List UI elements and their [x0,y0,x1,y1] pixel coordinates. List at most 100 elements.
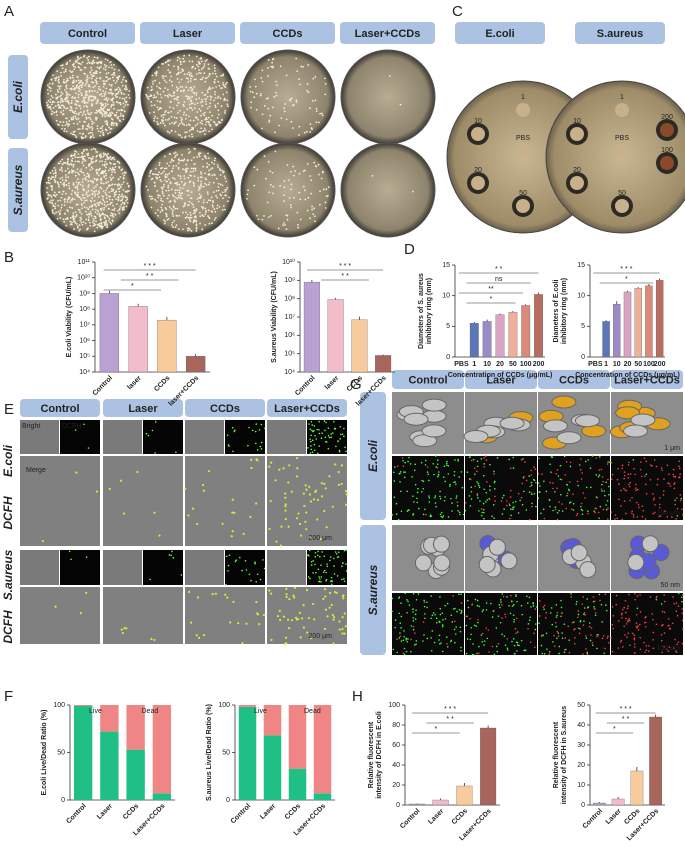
colony [118,162,121,164]
live-dead-dot [586,651,589,654]
fluor-dot [332,618,335,621]
colony [84,197,86,199]
colony [80,86,83,89]
colony [261,80,264,83]
colony [187,194,190,197]
live-dead-dot [460,649,462,652]
colony [126,198,129,201]
colony [161,166,164,169]
colony [94,208,97,211]
dcfh-field [60,420,100,454]
bar-segment [152,793,172,800]
colony [85,193,88,196]
colony [171,224,173,227]
live-dead-dot [593,600,596,603]
colony [104,158,107,161]
colony [117,115,120,118]
fluor-dot [327,434,330,437]
colony [68,184,70,187]
fluor-dot [264,427,266,430]
colony [72,169,75,172]
colony [70,99,73,102]
bright-field [103,550,142,585]
colony [94,111,97,114]
live-dead-dot [492,504,495,506]
y-tick-label: 5 [581,323,585,330]
y-tick-label: 100 [388,702,400,709]
colony [97,169,100,172]
colony [167,119,169,121]
colony [317,163,320,166]
live-dead-dot [437,475,439,478]
fluor-dot [332,642,335,645]
colony [208,222,211,225]
live-dead-dot [537,482,540,484]
colony [90,132,93,134]
live-dead-dot [606,463,609,465]
colony [170,75,173,78]
colony [254,85,257,88]
live-dead-dot [621,464,624,466]
colony [120,81,123,84]
colony [169,101,172,104]
colony [68,163,71,166]
live-dead-dot [479,500,481,502]
colony [263,215,265,217]
live-dead-dot [618,498,620,501]
colony [55,193,58,196]
live-dead-dot [408,604,411,606]
fluor-dot [197,636,201,639]
colony [304,198,307,201]
colony [116,80,118,83]
live-dead-dot [495,645,498,648]
bar [157,319,177,373]
legend-label: Live [89,708,102,715]
colony [199,130,202,133]
colony [77,66,80,68]
colony [87,216,90,218]
colony [179,192,182,195]
fluor-dot [316,518,319,521]
row-label: S.aureus [366,564,380,615]
colony [96,209,99,212]
fluor-dot [284,509,287,512]
live-dead-dot [476,481,478,483]
live-dead-dot [423,613,426,615]
colony [204,118,207,121]
colony [184,211,187,214]
colony [95,102,98,105]
colony [158,194,161,197]
colony [105,80,108,82]
colony [196,130,199,132]
live-dead-dot [543,653,546,655]
colony [181,136,183,139]
colony [215,75,218,78]
colony [200,114,202,117]
colony [64,162,67,165]
colony [118,69,120,72]
live-dead-dot [612,627,614,630]
fluor-dot [308,493,311,496]
colony [115,122,118,125]
fluor-dot [278,468,281,471]
live-dead-dot [637,504,640,506]
colony [92,147,95,150]
colony [52,204,55,207]
colony [87,164,90,167]
live-dead-dot [627,473,630,476]
fluor-dot [154,421,157,423]
colony [74,135,77,137]
colony [206,95,209,98]
colony [203,114,206,117]
colony [89,211,92,213]
colony [105,172,107,175]
live-dead-dot [530,469,532,472]
colony [118,187,121,190]
colony [48,194,51,197]
colony [200,194,203,197]
disk [516,199,530,213]
colony [208,123,211,126]
colony [92,72,95,74]
live-dead-dot [422,513,425,516]
colony [183,60,186,63]
